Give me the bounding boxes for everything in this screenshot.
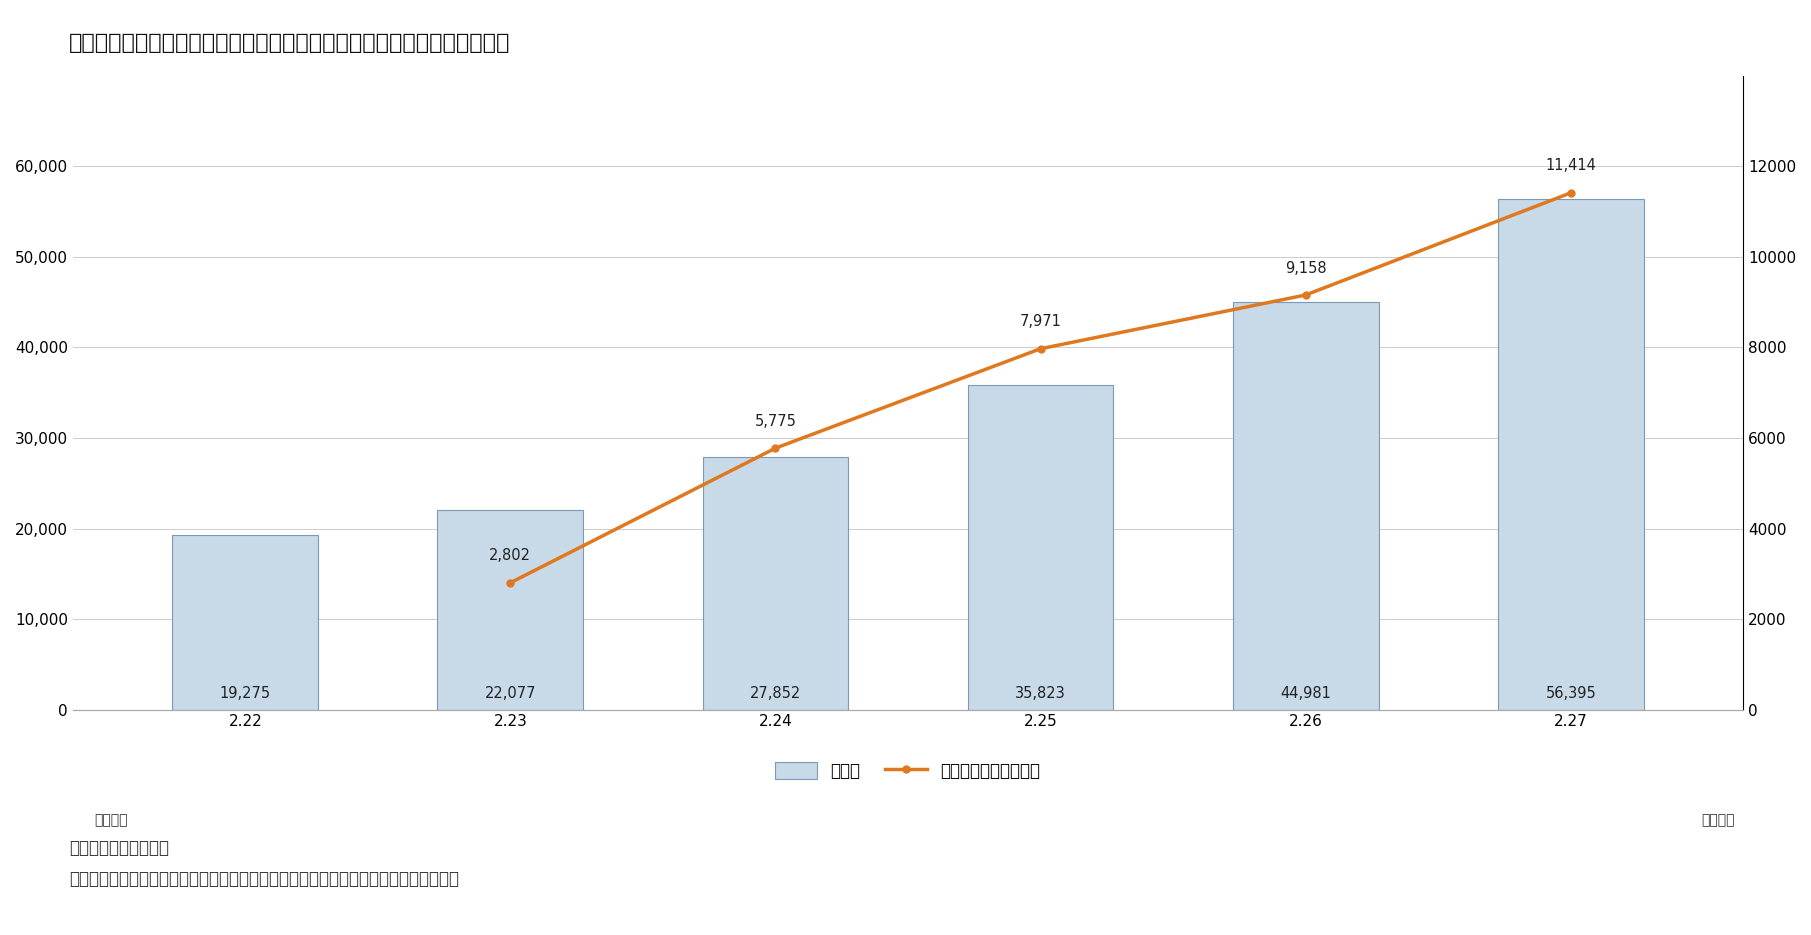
- Text: 56,395: 56,395: [1545, 685, 1595, 700]
- Text: 注）毎日午前９時基準: 注）毎日午前９時基準: [69, 839, 168, 856]
- Text: 韓国における新型コロナウイルスの検査数と検査の対前日比増加数の推移: 韓国における新型コロナウイルスの検査数と検査の対前日比増加数の推移: [69, 33, 511, 52]
- Text: 単位：人: 単位：人: [94, 813, 127, 827]
- Text: 27,852: 27,852: [750, 685, 800, 700]
- Bar: [703, 457, 848, 710]
- Bar: [1498, 199, 1644, 710]
- Text: 35,823: 35,823: [1016, 685, 1067, 700]
- Text: 44,981: 44,981: [1280, 685, 1331, 700]
- Bar: [172, 535, 319, 710]
- Text: 9,158: 9,158: [1284, 261, 1326, 276]
- Text: 11,414: 11,414: [1545, 158, 1595, 173]
- Text: 単位：人: 単位：人: [1702, 813, 1735, 827]
- Bar: [967, 385, 1114, 710]
- Text: 5,775: 5,775: [755, 413, 797, 428]
- Legend: 検査数, 検査の対前日比増加数: 検査数, 検査の対前日比増加数: [770, 755, 1047, 787]
- Text: 出所）韓国疾病管理本部「新型コロナウイルス感染症発生現況」（各日）から筆者作成: 出所）韓国疾病管理本部「新型コロナウイルス感染症発生現況」（各日）から筆者作成: [69, 870, 458, 887]
- Text: 19,275: 19,275: [219, 685, 272, 700]
- Text: 22,077: 22,077: [485, 685, 536, 700]
- Bar: [1233, 302, 1378, 710]
- Text: 7,971: 7,971: [1020, 314, 1061, 329]
- Bar: [438, 510, 583, 710]
- Text: 2,802: 2,802: [489, 548, 531, 563]
